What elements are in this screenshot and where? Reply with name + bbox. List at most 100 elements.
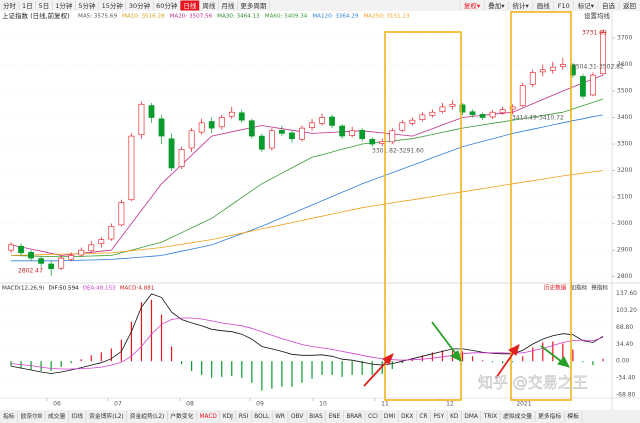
arrow xyxy=(431,321,462,362)
candle-body xyxy=(158,118,165,137)
indicator-tab[interactable]: DKX xyxy=(401,414,413,420)
candle-body xyxy=(18,245,24,254)
macd-header: MACD(12,26,9) xyxy=(2,286,44,292)
indicator-tab[interactable]: BIAS xyxy=(309,414,323,420)
y-tick-label: 3000 xyxy=(617,220,632,227)
macd-tick-label: 103.20 xyxy=(616,307,637,314)
y-tick-label: 3500 xyxy=(617,87,632,94)
indicator-tab[interactable]: BOLL xyxy=(254,414,270,420)
indicator-tab[interactable]: BRAR xyxy=(346,414,362,420)
indicator-tab[interactable]: 虚拟成交量 xyxy=(503,412,532,420)
indicator-tab[interactable]: 成交量 xyxy=(48,412,66,420)
candle-body xyxy=(38,258,45,264)
candle-body xyxy=(208,121,215,129)
period-tab[interactable]: 5分钟 xyxy=(78,1,96,10)
indicator-tab[interactable]: TRIX xyxy=(483,414,497,420)
period-tab[interactable]: 更多周期 xyxy=(240,1,267,10)
indicator-tab[interactable]: ENE xyxy=(329,414,341,420)
indicator-tab[interactable]: 欧奈尔Ⅲ xyxy=(21,412,42,420)
candle-body xyxy=(349,130,356,136)
indicator-tab[interactable]: KD xyxy=(450,414,459,420)
indicator-tab[interactable]: DMA xyxy=(464,414,477,420)
candle-body xyxy=(48,263,55,270)
x-tick-label: 08 xyxy=(186,401,194,408)
y-tick-label: 2800 xyxy=(617,273,632,280)
period-tab[interactable]: 日线 xyxy=(183,1,197,10)
ma-legend: MA20: 3507.56 xyxy=(170,14,213,20)
indicator-tab[interactable]: RSI xyxy=(239,414,249,420)
bottom-tabs xyxy=(0,410,640,423)
y-tick-label: 2900 xyxy=(617,247,632,254)
period-tab[interactable]: 5日 xyxy=(39,2,50,10)
tool-button[interactable]: 自选 xyxy=(602,1,616,10)
indicator-tab[interactable]: WR xyxy=(275,414,285,420)
tool-button[interactable]: 返回 xyxy=(623,2,636,10)
indicator-tab[interactable]: DMI xyxy=(384,414,395,420)
y-tick-label: 3700 xyxy=(617,34,632,41)
macd-tool[interactable]: 历史数据 xyxy=(544,284,567,292)
candle-body xyxy=(198,122,205,133)
low-annotation: 2802.47 xyxy=(18,268,43,275)
candle-body xyxy=(228,111,235,117)
x-tick-label: 09 xyxy=(256,401,264,408)
indicator-tab[interactable]: 模板 xyxy=(567,412,579,420)
tool-button[interactable]: 画线 xyxy=(537,1,551,10)
ma-setting[interactable]: 设置均线 xyxy=(584,11,611,20)
period-tab[interactable]: 60分钟 xyxy=(156,1,178,10)
indicator-tab[interactable]: 扣线 xyxy=(71,412,83,420)
ma-legend: MA250: 3151.13 xyxy=(363,14,410,20)
ma-legend: MA60: 3409.34 xyxy=(265,14,308,20)
tool-button[interactable]: F10 xyxy=(558,2,570,10)
candle-body xyxy=(499,109,506,114)
period-tab[interactable]: 15分钟 xyxy=(102,1,124,10)
x-tick-label: 06 xyxy=(53,401,61,408)
macd-tick-label: 0.00 xyxy=(616,358,630,365)
macd-tick-label: 34.40 xyxy=(616,341,633,348)
indicator-tab[interactable]: 资金博弈(L2) xyxy=(89,412,124,420)
period-tab[interactable]: 分时 xyxy=(3,1,17,10)
indicator-tab[interactable]: 资金趋势(L2) xyxy=(130,412,165,420)
indicator-tab[interactable]: 户数变化 xyxy=(170,412,193,420)
candle-body xyxy=(118,202,125,226)
indicator-tab[interactable]: OBV xyxy=(291,414,303,420)
candle-body xyxy=(88,244,95,251)
period-tab[interactable]: 30分钟 xyxy=(129,1,151,10)
period-tab[interactable]: 周线 xyxy=(202,1,216,10)
macd-tool[interactable]: 加指标 xyxy=(570,284,587,292)
period-tab[interactable]: 月线 xyxy=(221,1,235,10)
period-tab[interactable]: 1日 xyxy=(22,2,33,10)
tool-button[interactable]: 复权▾ xyxy=(464,1,481,10)
candle-body xyxy=(539,69,546,73)
candle-body xyxy=(549,66,556,71)
candle-body xyxy=(590,74,596,96)
indicator-tab[interactable]: MACD xyxy=(200,414,218,420)
tool-button[interactable]: 统计▾ xyxy=(512,1,529,10)
indicator-tab[interactable]: KDJ xyxy=(223,414,233,420)
macd-header: DIF:50.594 xyxy=(48,286,79,292)
macd-header: DEA:48.153 xyxy=(83,286,116,292)
candle-body xyxy=(319,117,325,124)
macd-tick-label: -68.80 xyxy=(616,391,636,398)
candle-body xyxy=(98,239,105,244)
ma-line xyxy=(10,98,604,258)
arrow xyxy=(540,345,570,368)
tool-button[interactable]: 标记▾ xyxy=(578,1,595,10)
candle-body xyxy=(68,255,75,260)
indicator-tab[interactable]: CCI xyxy=(368,414,378,420)
period-tab[interactable]: 1分钟 xyxy=(55,1,73,10)
indicator-tab[interactable]: PSY xyxy=(433,414,444,420)
symbol-title: 上证指数 (日线,前复权) xyxy=(2,11,70,20)
indicator-tab[interactable]: CR xyxy=(419,414,427,420)
highlight-box xyxy=(384,31,462,401)
candle-body xyxy=(439,106,446,112)
indicator-tab[interactable]: 更多指标 xyxy=(538,412,561,420)
indicator-tab[interactable]: 指标 xyxy=(3,412,15,420)
macd-tool[interactable]: 换指标 xyxy=(591,284,608,292)
ma-legend: MA10: 3516.28 xyxy=(122,14,165,20)
tool-button[interactable]: 叠加▾ xyxy=(488,1,505,10)
candle-body xyxy=(429,111,436,116)
candle-body xyxy=(178,149,185,167)
y-tick-label: 3300 xyxy=(617,141,632,148)
